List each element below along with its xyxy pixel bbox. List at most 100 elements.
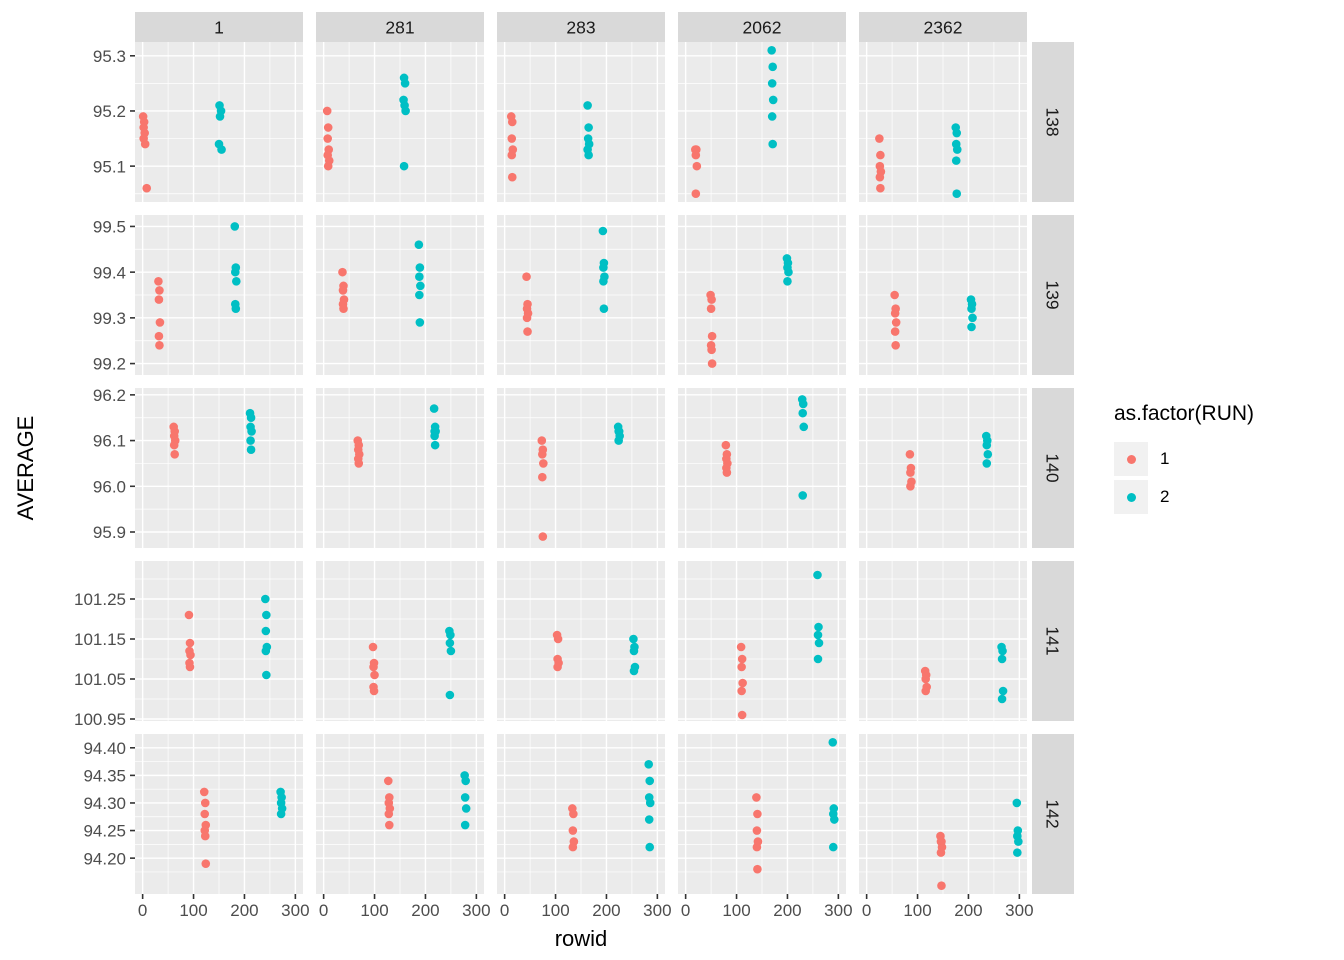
point-run2-139-2362: [967, 304, 976, 314]
y-tick-label: 94.20: [83, 849, 126, 868]
point-run2-142-283: [644, 760, 654, 769]
x-tick-label: 300: [643, 901, 671, 920]
y-axis-title: AVERAGE: [13, 415, 38, 521]
point-run2-141-2062: [813, 654, 823, 664]
point-run1-140-1: [169, 440, 179, 450]
point-run1-142-1: [200, 798, 210, 808]
point-run2-142-2062: [828, 842, 838, 852]
x-tick-label: 0: [681, 901, 690, 920]
point-run2-140-2062: [798, 399, 808, 409]
point-run1-138-2362: [875, 134, 884, 143]
point-run1-140-2062: [721, 440, 731, 450]
point-run2-138-2062: [768, 62, 777, 72]
x-tick-label: 0: [500, 901, 509, 920]
point-run1-140-1: [170, 449, 180, 459]
x-tick-label: 0: [138, 901, 147, 920]
row-strip-138: [1032, 42, 1074, 202]
row-strip-142: [1032, 734, 1074, 894]
point-run1-140-281: [354, 459, 364, 468]
point-run2-141-2062: [814, 638, 824, 648]
point-run2-140-2062: [799, 422, 809, 432]
point-run1-139-281: [339, 304, 348, 314]
point-run1-139-283: [522, 313, 532, 323]
x-tick-label: 0: [319, 901, 328, 920]
col-strip-label: 281: [385, 17, 414, 37]
point-run2-142-283: [645, 776, 655, 786]
point-run2-142-2062: [829, 815, 839, 824]
point-run2-141-281: [446, 646, 456, 656]
point-run1-142-2062: [752, 826, 762, 835]
point-run1-142-281: [385, 820, 394, 830]
point-run1-138-281: [323, 161, 333, 171]
point-run2-139-281: [414, 240, 424, 250]
row-strip-140: [1032, 388, 1074, 548]
point-run1-141-283: [553, 634, 563, 644]
point-run1-141-2062: [737, 654, 747, 664]
point-run1-139-281: [338, 286, 348, 295]
col-strip-label: 2062: [743, 17, 782, 37]
y-tick-label: 101.25: [74, 590, 126, 609]
point-run1-139-2362: [891, 318, 901, 327]
point-run1-138-2362: [876, 150, 885, 160]
point-run1-139-2362: [890, 290, 899, 300]
point-run1-141-2062: [737, 662, 746, 672]
legend-dot-run1-icon: [1126, 454, 1136, 464]
point-run1-139-2062: [707, 345, 716, 355]
point-run1-141-281: [369, 686, 379, 696]
point-run2-142-2362: [1012, 798, 1022, 808]
point-run1-138-2062: [691, 189, 701, 199]
point-run1-142-283: [568, 842, 578, 852]
point-run1-139-1: [154, 276, 163, 286]
x-tick-label: 300: [1005, 901, 1033, 920]
point-run2-141-1: [262, 670, 271, 680]
point-run2-142-283: [645, 842, 655, 852]
row-strip-label: 142: [1043, 799, 1063, 828]
x-tick-label: 100: [360, 901, 388, 920]
x-tick-label: 100: [179, 901, 207, 920]
point-run1-140-2362: [906, 468, 915, 477]
x-tick-label: 300: [824, 901, 852, 920]
point-run2-138-281: [399, 161, 409, 171]
point-run2-142-2362: [1014, 837, 1023, 846]
point-run2-142-281: [461, 776, 470, 786]
point-run2-141-281: [446, 630, 455, 640]
point-run1-138-2362: [875, 172, 885, 182]
point-run1-139-2062: [707, 331, 717, 341]
y-tick-label: 94.40: [83, 739, 126, 758]
point-run2-140-281: [430, 431, 439, 441]
point-run1-140-283: [538, 532, 548, 541]
point-run1-138-2362: [876, 183, 885, 193]
point-run2-139-283: [598, 226, 608, 236]
point-run1-139-1: [155, 286, 164, 295]
point-run1-142-2062: [752, 842, 762, 852]
point-run2-139-1: [232, 276, 241, 286]
y-tick-label: 95.9: [93, 523, 126, 542]
point-run2-139-281: [415, 272, 424, 282]
point-run2-140-283: [614, 436, 623, 445]
x-tick-label: 300: [281, 901, 309, 920]
y-tick-label: 95.1: [93, 157, 126, 176]
point-run2-138-2362: [952, 189, 962, 199]
point-run2-138-2062: [767, 79, 777, 88]
point-run1-138-2062: [692, 161, 702, 171]
point-run1-139-1: [155, 318, 165, 327]
point-run1-141-1: [186, 650, 195, 660]
point-run1-138-281: [322, 106, 332, 116]
x-axis-title: rowid: [554, 926, 608, 951]
y-tick-label: 94.35: [83, 766, 126, 785]
point-run2-139-1: [230, 222, 240, 231]
point-run1-138-283: [507, 172, 517, 182]
point-run2-139-1: [230, 267, 240, 277]
point-run1-141-281: [370, 670, 379, 680]
point-run2-139-2062: [783, 276, 792, 286]
point-run2-140-1: [246, 413, 256, 423]
row-strip-label: 139: [1043, 280, 1063, 309]
point-run1-139-2362: [890, 308, 900, 318]
point-run2-138-283: [584, 123, 593, 132]
point-run1-139-1: [155, 340, 164, 350]
point-run2-141-283: [629, 646, 639, 656]
x-tick-label: 100: [903, 901, 931, 920]
point-run1-141-281: [368, 642, 378, 652]
point-run1-141-2062: [737, 710, 747, 720]
point-run2-141-2062: [814, 622, 823, 632]
